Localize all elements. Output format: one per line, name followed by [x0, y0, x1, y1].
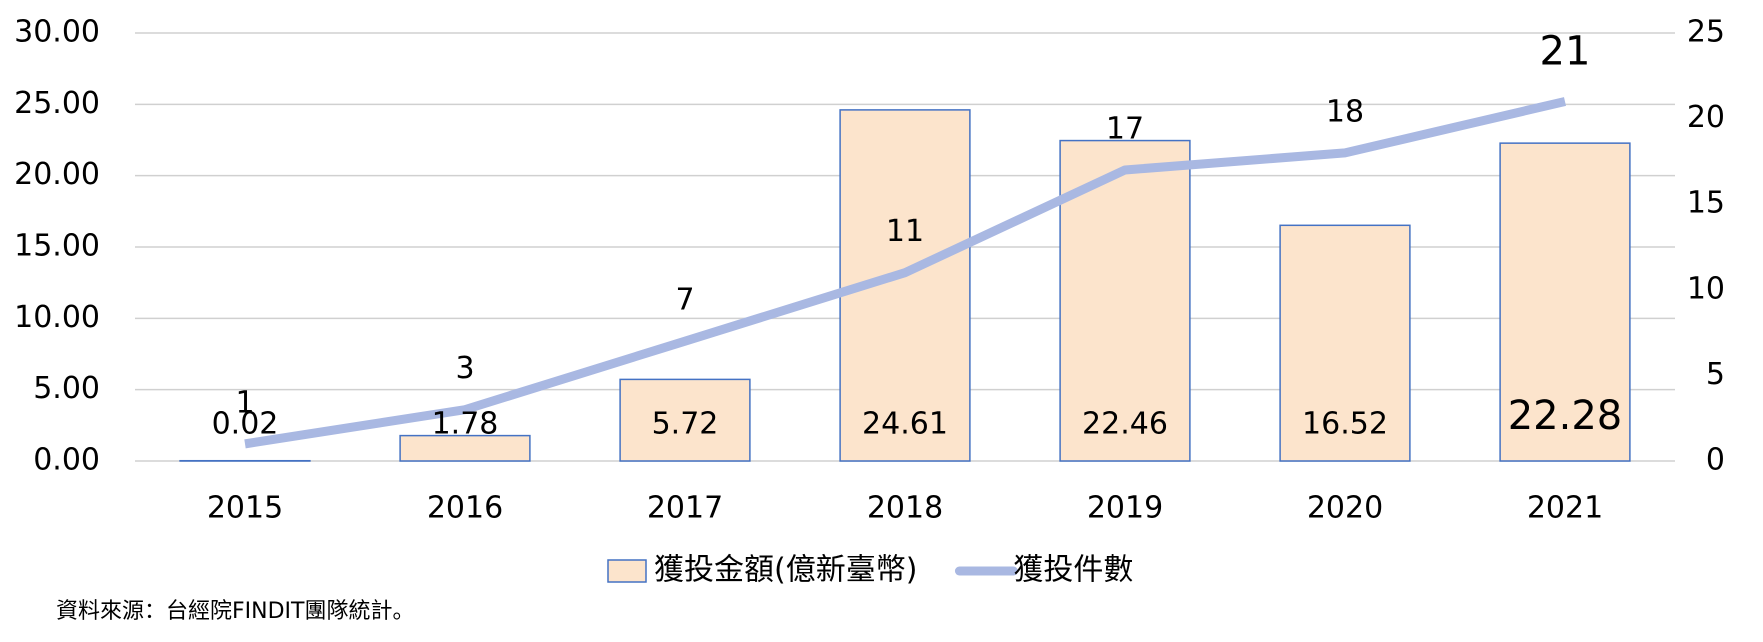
y-tick-label: 5.00	[33, 371, 100, 406]
line-value-label: 21	[1540, 28, 1591, 74]
bar	[399, 434, 531, 462]
line	[244, 97, 1567, 449]
x-tick-label: 2015	[207, 491, 283, 526]
legend-label: 獲投金額(億新臺幣)	[654, 553, 917, 588]
x-tick-label: 2017	[647, 491, 723, 526]
y2-tick-label: 15	[1687, 186, 1725, 221]
line-value-label: 18	[1326, 94, 1364, 129]
line-value-label: 1	[235, 385, 254, 420]
y2-tick-label: 0	[1706, 443, 1725, 478]
y2-tick-label: 10	[1687, 271, 1725, 306]
bar	[1279, 224, 1411, 462]
line-value-label: 3	[455, 351, 474, 386]
legend-swatch	[607, 559, 647, 583]
y-tick-label: 0.00	[33, 443, 100, 478]
x-tick-label: 2018	[867, 491, 943, 526]
y-tick-label: 25.00	[14, 86, 100, 121]
y-tick-label: 10.00	[14, 300, 100, 335]
bar	[1499, 142, 1631, 462]
bar-value-label: 22.46	[1082, 407, 1168, 442]
x-tick-label: 2016	[427, 491, 503, 526]
y-tick-label: 30.00	[14, 15, 100, 50]
bar-value-label: 1.78	[432, 407, 499, 442]
source-note: 資料來源：台經院FINDIT團隊統計。	[56, 599, 414, 624]
y-tick-label: 20.00	[14, 157, 100, 192]
bar-value-label: 5.72	[652, 407, 719, 442]
y-tick-label: 15.00	[14, 229, 100, 264]
legend-label: 獲投件數	[1013, 553, 1133, 588]
line-value-label: 17	[1106, 111, 1144, 146]
bar-value-label: 22.28	[1508, 393, 1623, 439]
bar-value-label: 16.52	[1302, 407, 1388, 442]
x-tick-label: 2020	[1307, 491, 1383, 526]
y2-tick-label: 5	[1706, 357, 1725, 392]
y2-tick-label: 25	[1687, 15, 1725, 50]
y2-tick-label: 20	[1687, 100, 1725, 135]
bar-value-label: 24.61	[862, 407, 948, 442]
line-value-label: 7	[675, 283, 694, 318]
x-tick-label: 2021	[1527, 491, 1603, 526]
bar	[619, 378, 751, 462]
bar-value-label: 0.02	[212, 407, 279, 442]
line-value-label: 11	[886, 214, 924, 249]
x-tick-label: 2019	[1087, 491, 1163, 526]
